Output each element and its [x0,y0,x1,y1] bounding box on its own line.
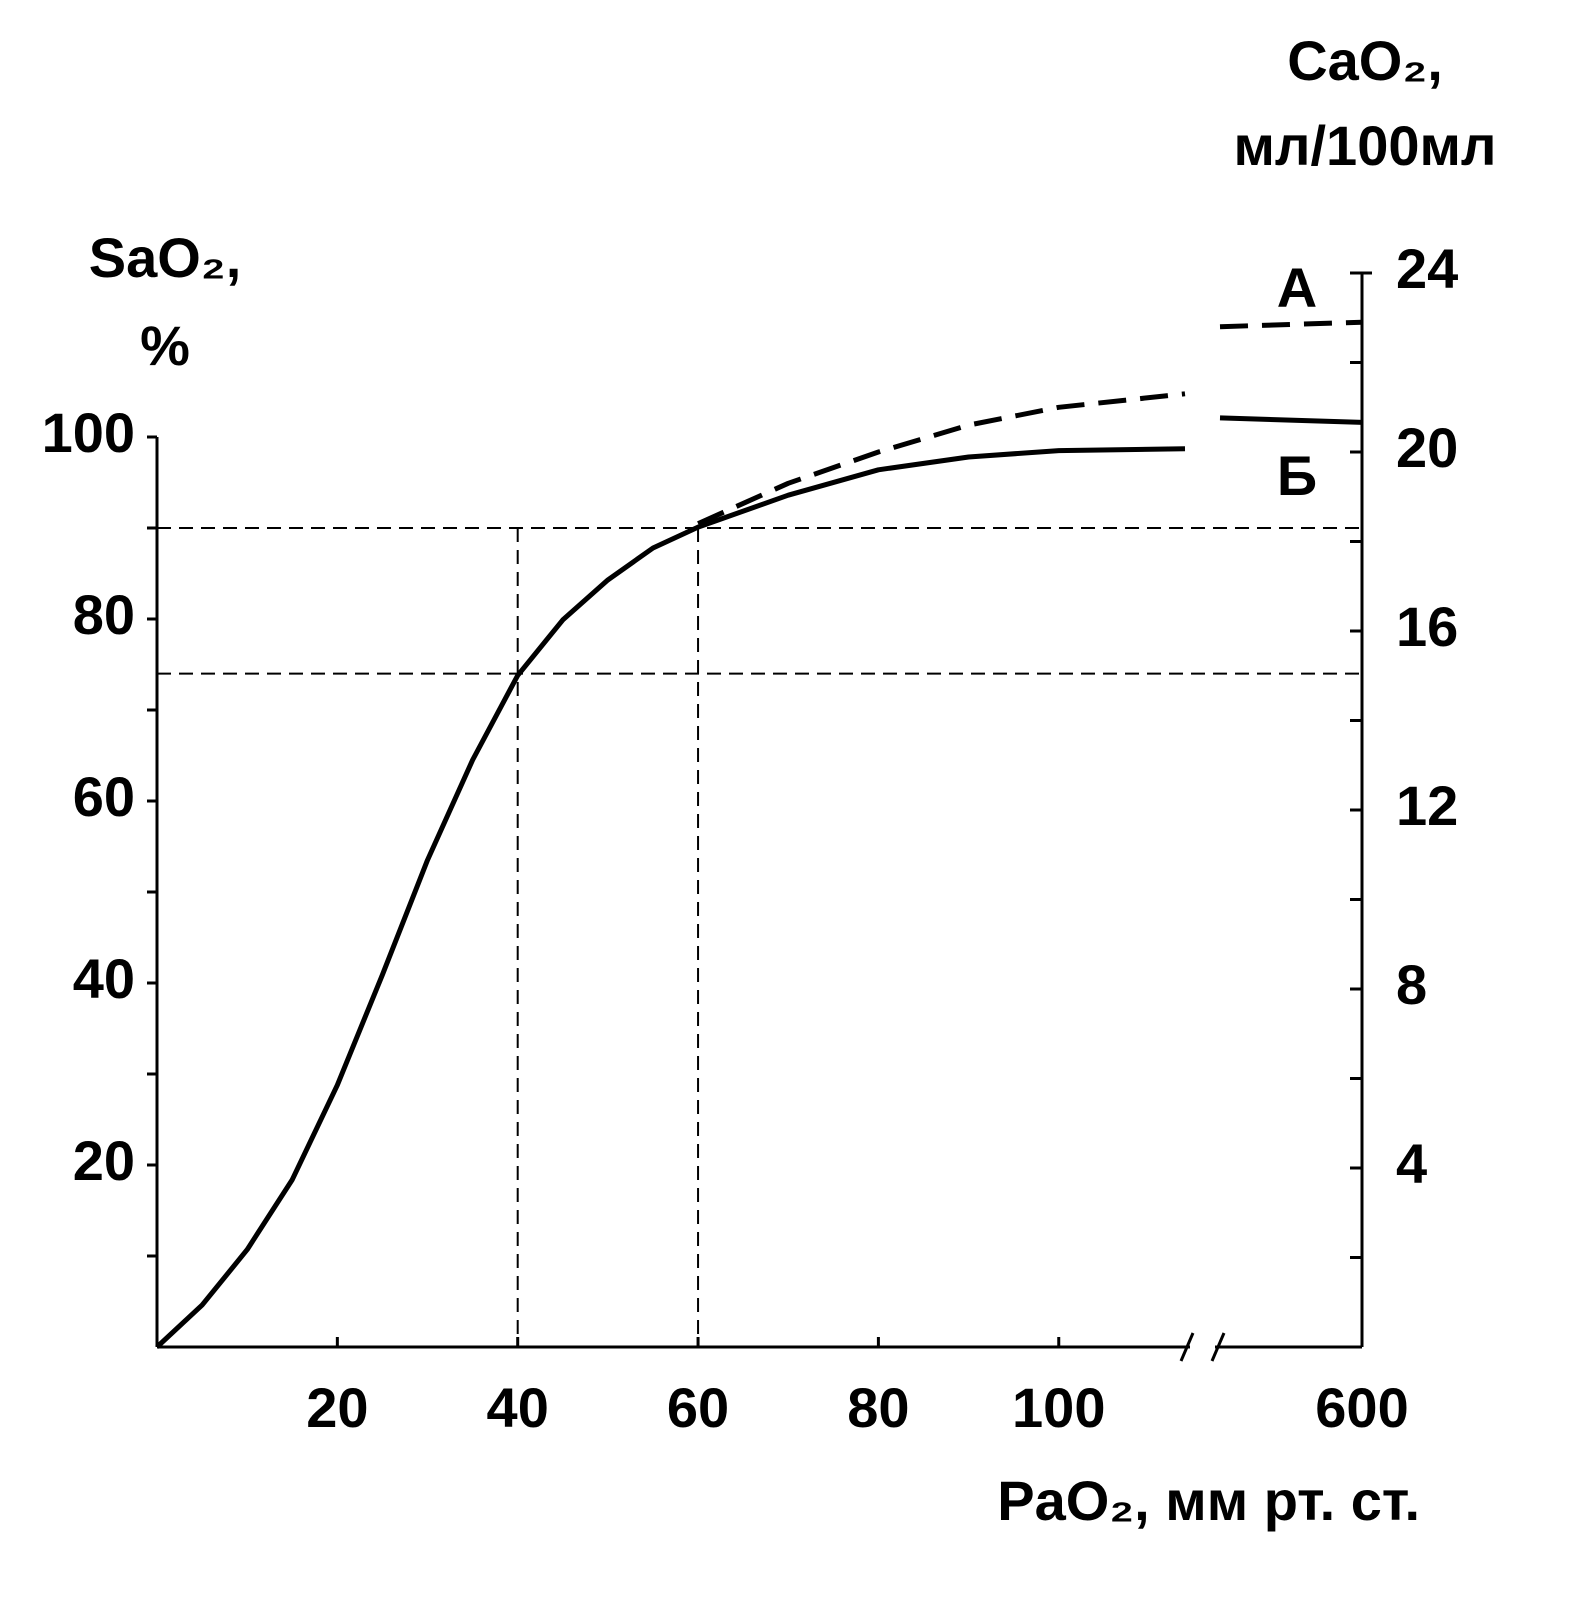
x-tick-label: 600 [1315,1376,1408,1439]
y-tick-label: 80 [73,583,135,646]
y2-tick-label: 24 [1396,237,1458,300]
y-tick-label: 100 [42,401,135,464]
series-line [1219,319,1363,330]
x-tick-label: 20 [306,1376,368,1439]
y2-tick-label: 4 [1396,1132,1427,1195]
y-tick-label: 60 [73,765,135,828]
axis-break [1179,1332,1195,1362]
axis-break [1210,1332,1226,1362]
x-tick-label: 40 [487,1376,549,1439]
y-axis-label: SaO₂, [89,226,242,289]
y2-tick-label: 20 [1396,416,1458,479]
x-tick-label: 60 [667,1376,729,1439]
x-axis-label: PaO₂, мм рт. ст. [997,1469,1420,1532]
y-tick-label: 20 [73,1129,135,1192]
y2-tick-label: 12 [1396,774,1458,837]
x-tick-label: 80 [847,1376,909,1439]
x-tick-label: 100 [1012,1376,1105,1439]
series-label: А [1277,256,1317,319]
series-line [1219,415,1363,425]
y2-tick-label: 16 [1396,595,1458,658]
y2-tick-label: 8 [1396,953,1427,1016]
series-line [697,391,1186,526]
series-line [155,446,1186,1349]
y-tick-label: 40 [73,947,135,1010]
y2-axis-label: CaO₂, [1287,29,1443,92]
series-label: Б [1277,444,1317,507]
y-axis-label: % [140,314,190,377]
y2-axis-label: мл/100мл [1234,114,1497,177]
